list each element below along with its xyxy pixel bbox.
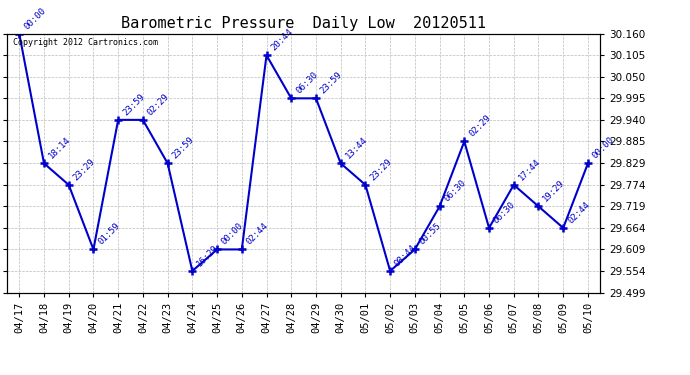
- Text: 20:44: 20:44: [269, 27, 295, 52]
- Text: 00:00: 00:00: [22, 6, 48, 31]
- Text: 23:29: 23:29: [72, 157, 97, 182]
- Text: 02:44: 02:44: [566, 200, 591, 225]
- Text: 00:55: 00:55: [417, 221, 443, 247]
- Text: 06:30: 06:30: [492, 200, 518, 225]
- Text: 02:29: 02:29: [467, 113, 493, 139]
- Text: 16:29: 16:29: [195, 243, 221, 268]
- Text: 17:44: 17:44: [517, 157, 542, 182]
- Text: 08:44: 08:44: [393, 243, 418, 268]
- Text: 00:00: 00:00: [591, 135, 616, 160]
- Text: 23:29: 23:29: [368, 157, 393, 182]
- Text: 01:59: 01:59: [96, 221, 121, 247]
- Text: 23:59: 23:59: [319, 70, 344, 96]
- Text: 02:44: 02:44: [244, 221, 270, 247]
- Text: 06:30: 06:30: [442, 178, 468, 204]
- Text: 00:00: 00:00: [220, 221, 245, 247]
- Text: 13:44: 13:44: [344, 135, 369, 160]
- Title: Barometric Pressure  Daily Low  20120511: Barometric Pressure Daily Low 20120511: [121, 16, 486, 31]
- Text: 23:59: 23:59: [121, 92, 146, 117]
- Text: 06:30: 06:30: [294, 70, 319, 96]
- Text: 19:29: 19:29: [541, 178, 566, 204]
- Text: 23:59: 23:59: [170, 135, 196, 160]
- Text: 02:29: 02:29: [146, 92, 171, 117]
- Text: 18:14: 18:14: [47, 135, 72, 160]
- Text: Copyright 2012 Cartronics.com: Copyright 2012 Cartronics.com: [13, 38, 158, 46]
